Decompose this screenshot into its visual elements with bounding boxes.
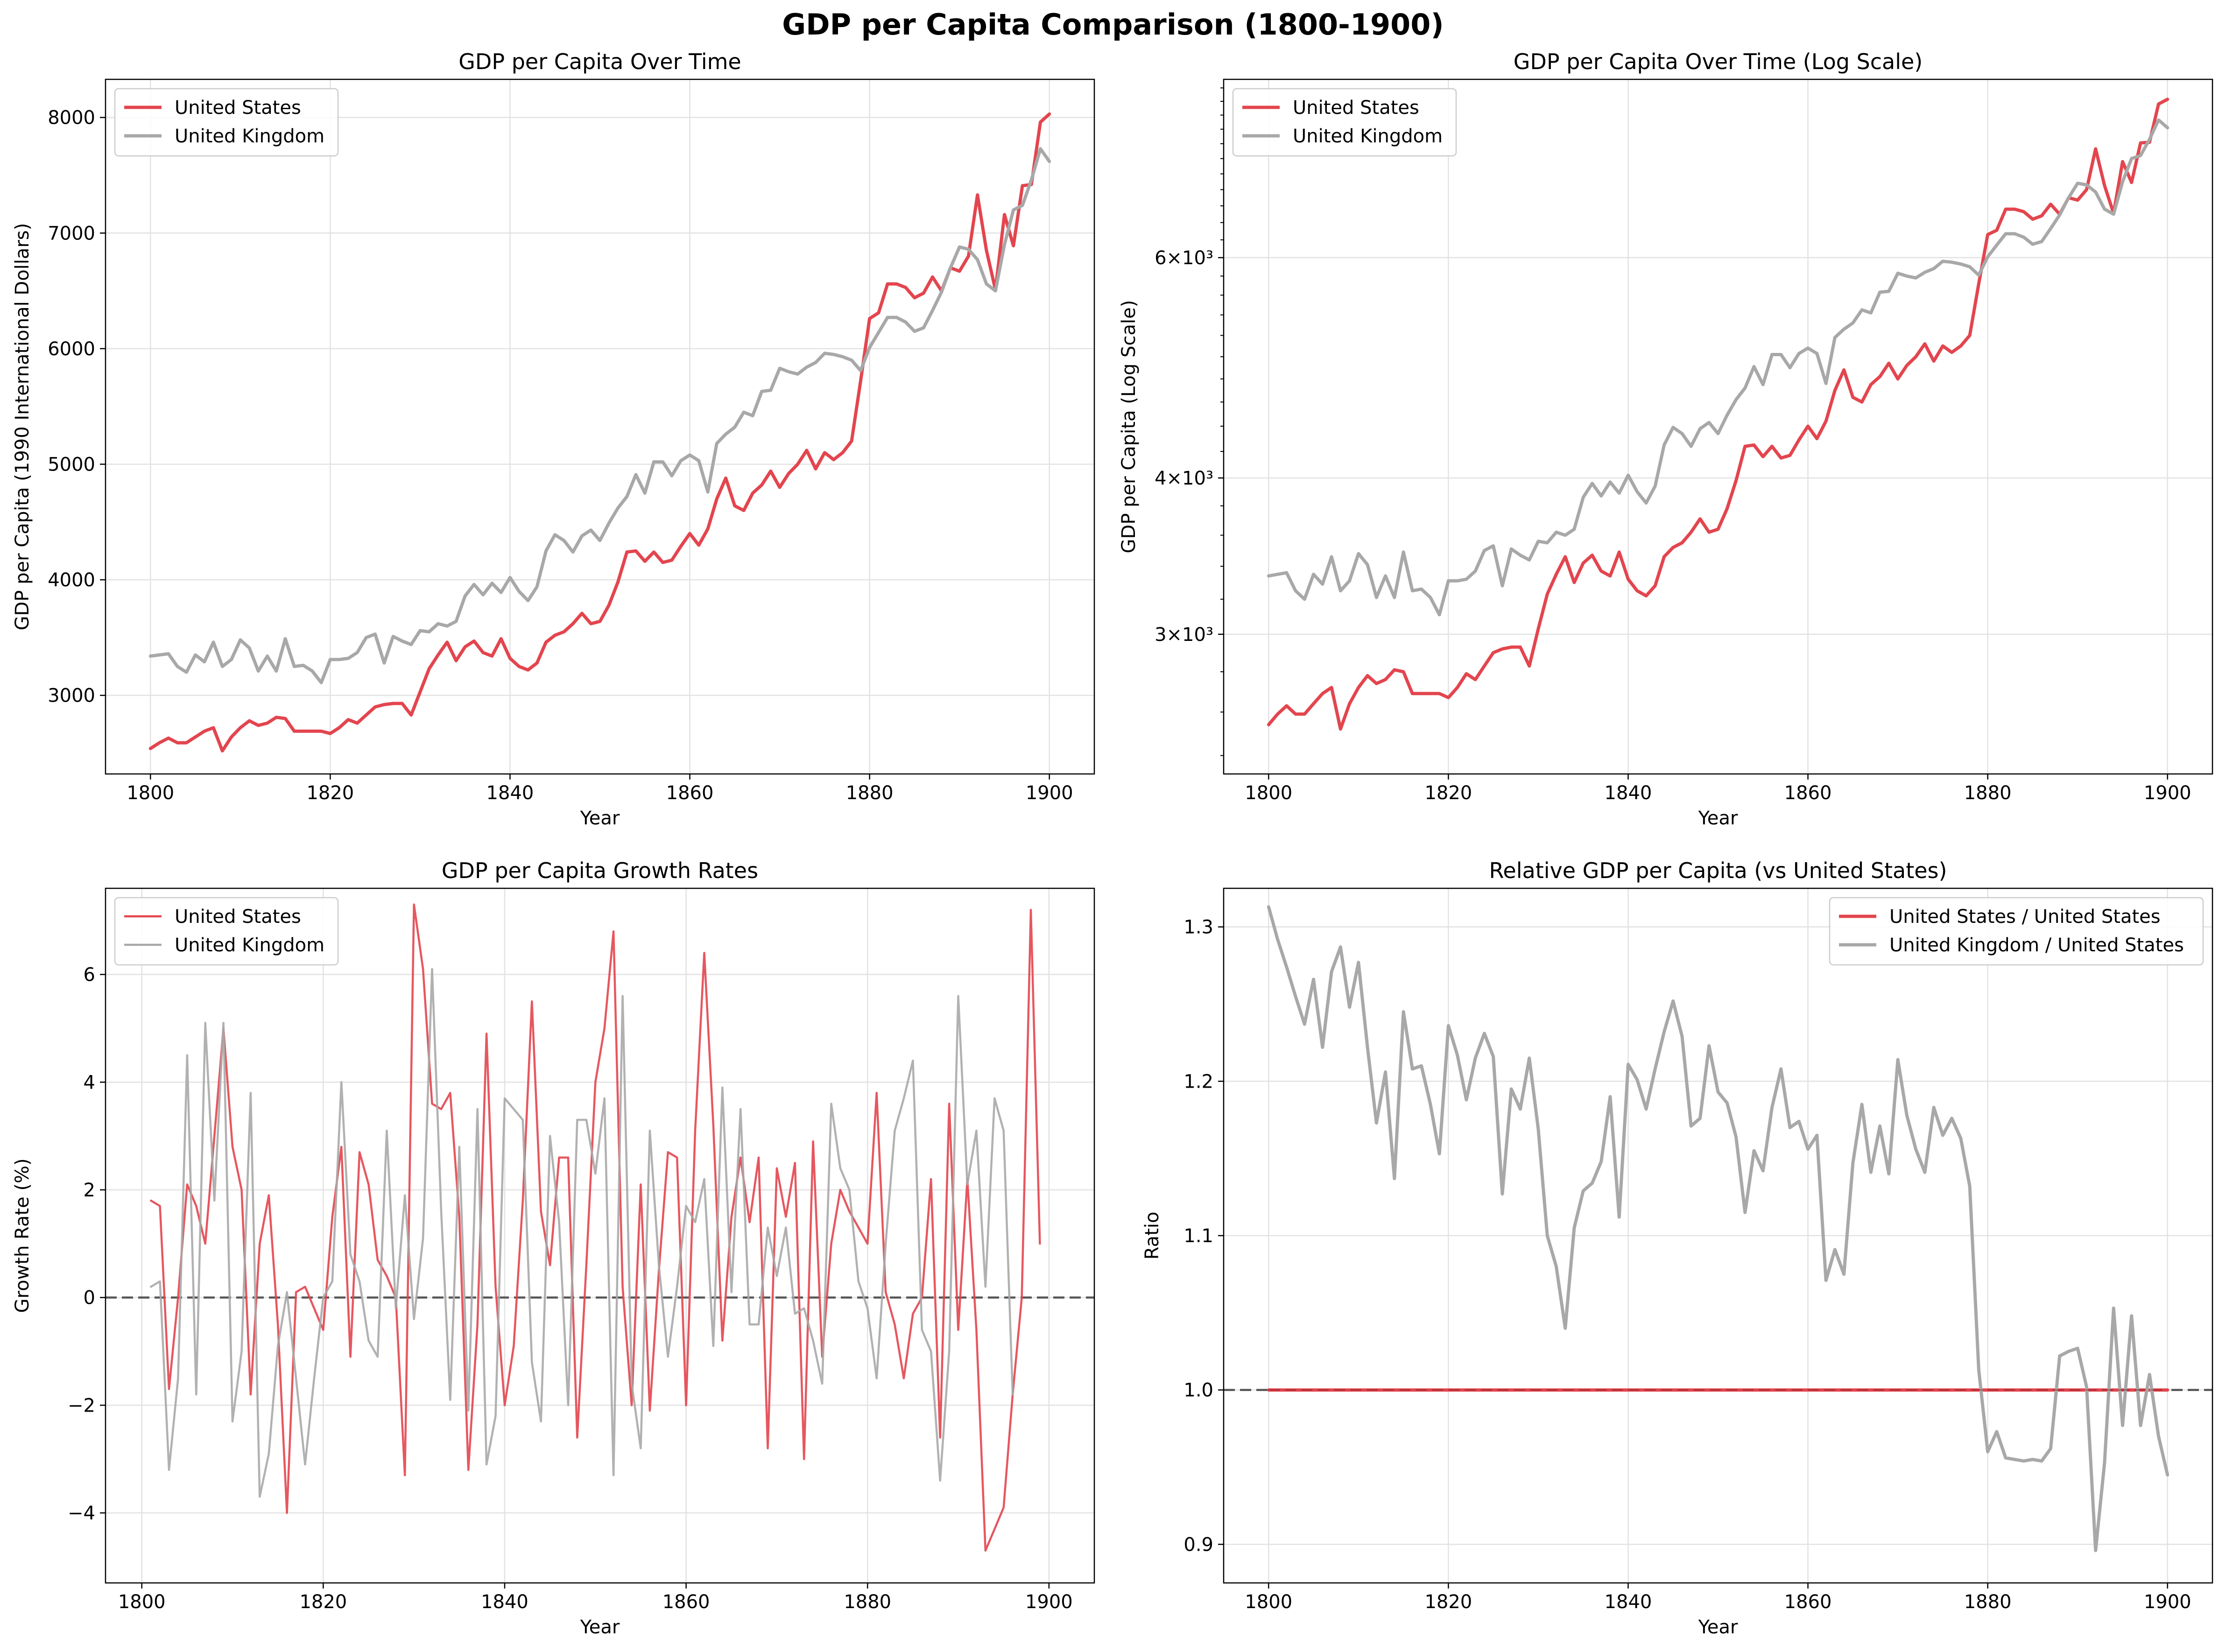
x-tick-label: 1800 [127, 782, 174, 804]
x-tick-label: 1820 [1424, 1591, 1472, 1613]
x-tick-label: 1900 [2144, 1591, 2191, 1613]
panel-growth-rates: GDP per Capita Growth Rates Year Growth … [12, 858, 1095, 1638]
y-axis-label: Growth Rate (%) [12, 1158, 33, 1313]
y-tick-label: 3000 [48, 685, 95, 707]
y-tick-label: 2 [84, 1180, 95, 1201]
series-line-united-kingdom [149, 968, 1014, 1498]
x-tick-label: 1900 [1025, 1591, 1073, 1613]
x-tick-label: 1880 [844, 1591, 891, 1613]
series-line-united-states [148, 112, 1051, 752]
panel-title: GDP per Capita Growth Rates [442, 858, 758, 883]
y-tick-label: 6×10³ [1155, 247, 1213, 269]
x-axis-label: Year [1698, 1617, 1738, 1638]
panel-levels: GDP per Capita Over Time Year GDP per Ca… [12, 49, 1095, 829]
panel-log-scale: GDP per Capita Over Time (Log Scale) Yea… [1118, 49, 2213, 829]
legend-label: United Kingdom [175, 126, 324, 147]
legend-box [1232, 88, 1457, 157]
panel-title: Relative GDP per Capita (vs United State… [1489, 858, 1947, 883]
x-tick-label: 1840 [486, 782, 534, 804]
y-tick-label: 0.9 [1183, 1534, 1213, 1555]
x-axis-label: Year [580, 808, 620, 829]
x-tick-label: 1900 [1026, 782, 1073, 804]
plot-frame [105, 887, 1095, 1584]
y-axis-label: GDP per Capita (Log Scale) [1118, 300, 1140, 554]
y-tick-label: 7000 [48, 223, 95, 244]
series-line-united-kingdom [1267, 118, 2170, 617]
x-tick-label: 1800 [1245, 1591, 1292, 1613]
series-line-united-kingdom-united-states [1267, 905, 2170, 1553]
figure-title: GDP per Capita Comparison (1800-1900) [782, 7, 1444, 42]
y-tick-label: 4×10³ [1155, 468, 1213, 489]
x-axis-label: Year [1698, 808, 1738, 829]
y-tick-label: 8000 [48, 107, 95, 129]
y-tick-label: 0 [84, 1287, 95, 1309]
y-tick-label: 1.3 [1183, 917, 1213, 938]
x-tick-label: 1860 [666, 782, 714, 804]
x-tick-label: 1880 [1964, 1591, 2012, 1613]
y-tick-label: 4000 [48, 569, 95, 591]
legend-label: United States [1293, 97, 1419, 119]
y-tick-label: 1.1 [1183, 1225, 1213, 1247]
y-tick-label: 1.0 [1183, 1380, 1213, 1401]
series-line-united-kingdom [148, 147, 1051, 684]
series-line-united-states [149, 903, 1041, 1552]
x-tick-label: 1800 [118, 1591, 166, 1613]
panel-title: GDP per Capita Over Time (Log Scale) [1514, 49, 1923, 74]
legend-label: United Kingdom [175, 935, 324, 956]
y-tick-label: 5000 [48, 454, 95, 475]
legend-label: United Kingdom [1293, 126, 1443, 147]
legend-label: United States [175, 97, 301, 119]
x-tick-label: 1860 [1784, 782, 1832, 804]
series-line-united-states [1267, 98, 2170, 731]
y-tick-label: −4 [68, 1503, 95, 1524]
y-tick-label: 1.2 [1183, 1071, 1213, 1092]
legend-box [1829, 897, 2204, 966]
panel-relative: Relative GDP per Capita (vs United State… [1141, 858, 2213, 1638]
legend-label: United States [175, 906, 301, 928]
y-tick-label: 6000 [48, 338, 95, 360]
panel-title: GDP per Capita Over Time [458, 49, 741, 74]
x-tick-label: 1840 [481, 1591, 528, 1613]
legend-label: United States / United States [1889, 906, 2161, 928]
legend-box [114, 897, 339, 966]
x-tick-label: 1820 [299, 1591, 347, 1613]
x-tick-label: 1880 [1964, 782, 2012, 804]
x-tick-label: 1840 [1605, 1591, 1652, 1613]
x-tick-label: 1860 [1784, 1591, 1832, 1613]
x-tick-label: 1900 [2144, 782, 2191, 804]
y-tick-label: 6 [84, 964, 95, 986]
plot-frame [105, 78, 1095, 775]
x-tick-label: 1880 [846, 782, 894, 804]
y-tick-label: 4 [84, 1072, 95, 1093]
y-axis-label: Ratio [1141, 1212, 1163, 1260]
legend-label: United Kingdom / United States [1889, 935, 2184, 956]
y-axis-label: GDP per Capita (1990 International Dolla… [12, 223, 33, 631]
y-tick-label: −2 [68, 1395, 95, 1416]
x-tick-label: 1860 [662, 1591, 710, 1613]
x-tick-label: 1840 [1605, 782, 1652, 804]
legend-box [114, 88, 339, 157]
x-axis-label: Year [580, 1617, 620, 1638]
x-tick-label: 1800 [1245, 782, 1292, 804]
x-tick-label: 1820 [1424, 782, 1472, 804]
plot-frame [1223, 78, 2213, 775]
y-tick-label: 3×10³ [1155, 624, 1213, 646]
x-tick-label: 1820 [306, 782, 354, 804]
